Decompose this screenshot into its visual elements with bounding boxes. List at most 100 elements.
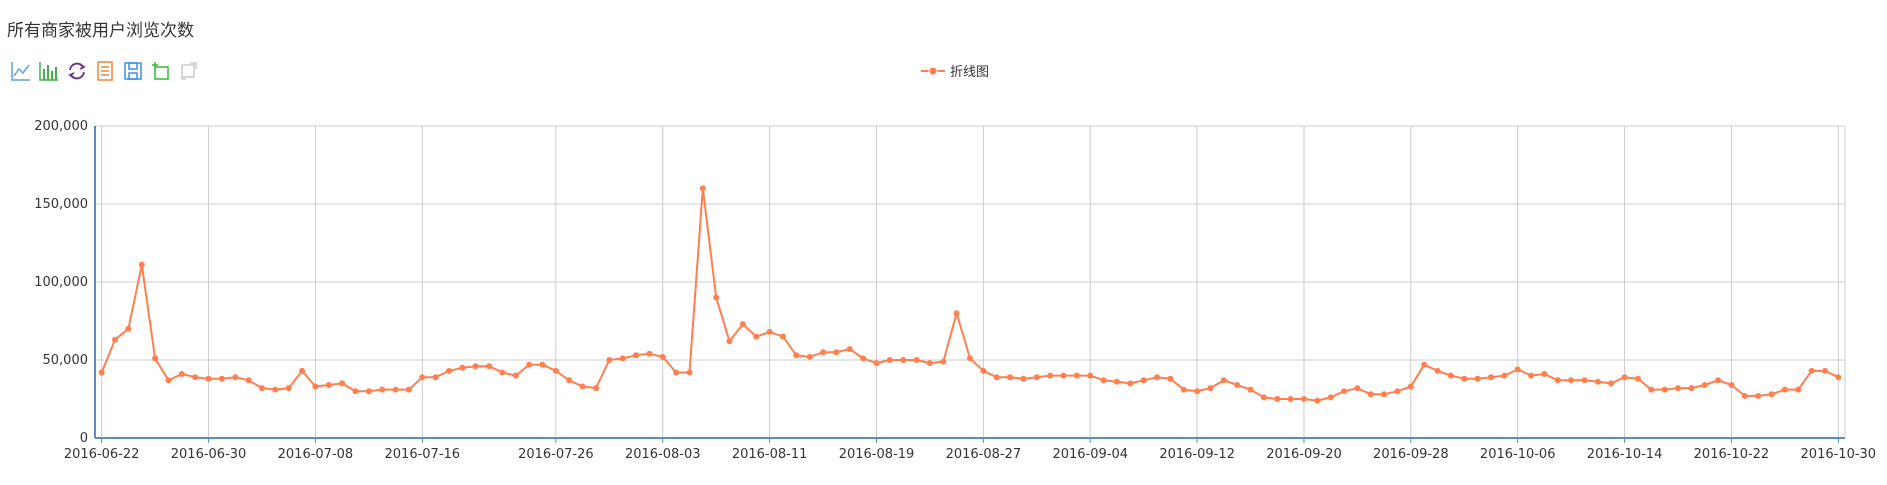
data-point xyxy=(312,383,319,390)
legend-item[interactable]: 折线图 xyxy=(920,61,989,80)
data-point xyxy=(499,369,506,376)
data-point xyxy=(1541,371,1548,377)
data-point xyxy=(806,353,813,360)
data-point xyxy=(365,388,372,395)
data-point xyxy=(1220,377,1227,384)
restore-icon[interactable] xyxy=(66,60,88,82)
data-point xyxy=(1447,372,1454,379)
data-point xyxy=(726,338,733,345)
data-point xyxy=(152,355,159,362)
data-point xyxy=(1528,372,1535,379)
x-tick-label: 2016-10-06 xyxy=(1480,447,1556,462)
x-tick-label: 2016-06-22 xyxy=(64,447,140,462)
x-tick-label: 2016-08-27 xyxy=(946,447,1022,462)
chart-title: 所有商家被用户浏览次数 xyxy=(7,21,194,41)
data-point xyxy=(766,328,773,335)
data-point xyxy=(699,185,706,192)
data-point xyxy=(1033,374,1040,381)
data-point xyxy=(1661,386,1668,393)
data-point xyxy=(352,388,359,395)
data-point xyxy=(1795,386,1802,393)
data-point xyxy=(1381,391,1388,398)
y-tick-label: 0 xyxy=(80,431,88,446)
data-point xyxy=(405,386,412,393)
data-point xyxy=(245,377,252,384)
data-point xyxy=(967,355,973,362)
data-point xyxy=(713,294,720,301)
data-point xyxy=(539,361,546,368)
data-point xyxy=(1835,374,1842,381)
data-point xyxy=(860,355,867,362)
x-tick-label: 2016-08-11 xyxy=(732,447,808,462)
y-tick-label: 200,000 xyxy=(34,119,88,134)
data-point xyxy=(1394,388,1401,395)
y-tick-label: 150,000 xyxy=(34,197,88,212)
line-chart-icon[interactable] xyxy=(10,60,32,82)
data-point xyxy=(1594,378,1601,385)
data-point xyxy=(900,357,907,363)
zoom-back-icon[interactable] xyxy=(178,60,200,82)
x-tick-label: 2016-09-20 xyxy=(1266,447,1342,462)
x-tick-label: 2016-09-28 xyxy=(1373,447,1449,462)
data-point xyxy=(1154,374,1160,381)
x-tick-label: 2016-07-08 xyxy=(278,447,354,462)
data-point xyxy=(820,349,827,356)
x-tick-label: 2016-07-26 xyxy=(518,447,594,462)
toolbox xyxy=(10,60,200,84)
data-point xyxy=(339,380,346,387)
data-point xyxy=(1741,392,1748,399)
data-point xyxy=(940,358,947,365)
data-point xyxy=(1127,380,1134,387)
data-point xyxy=(753,333,760,340)
x-tick-label: 2016-10-22 xyxy=(1694,447,1770,462)
data-point xyxy=(1648,386,1655,393)
data-point xyxy=(846,346,853,353)
data-point xyxy=(178,371,185,377)
zoom-in-icon[interactable] xyxy=(150,60,172,82)
data-point xyxy=(1260,394,1267,401)
data-point xyxy=(1554,377,1561,384)
data-point xyxy=(1020,375,1027,382)
data-point xyxy=(512,372,519,379)
data-point xyxy=(379,386,386,393)
data-point xyxy=(526,361,533,368)
data-point xyxy=(780,333,786,340)
data-point xyxy=(1488,374,1494,381)
x-tick-label: 2016-08-19 xyxy=(839,447,915,462)
save-image-icon[interactable] xyxy=(122,60,144,82)
data-point xyxy=(1688,385,1695,392)
data-point xyxy=(1808,367,1815,374)
data-point xyxy=(593,385,599,392)
data-point xyxy=(1514,366,1521,373)
data-point xyxy=(1822,367,1828,374)
data-point xyxy=(446,367,452,374)
data-point xyxy=(285,385,292,392)
bar-chart-icon[interactable] xyxy=(38,60,60,82)
data-point xyxy=(112,336,118,343)
data-point xyxy=(1461,375,1468,382)
data-point xyxy=(993,374,1000,381)
data-point xyxy=(1675,385,1681,392)
data-point xyxy=(1247,386,1254,393)
data-point xyxy=(205,375,212,382)
data-point xyxy=(1314,397,1321,404)
data-point xyxy=(953,310,960,317)
data-point xyxy=(138,261,145,268)
data-point xyxy=(659,353,666,360)
data-point xyxy=(1047,372,1054,379)
data-point xyxy=(1301,396,1307,402)
data-point xyxy=(299,367,306,374)
x-tick-label: 2016-06-30 xyxy=(171,447,247,462)
data-point xyxy=(459,364,466,371)
data-point xyxy=(1568,377,1575,384)
data-point xyxy=(325,382,332,388)
data-point xyxy=(259,385,265,392)
data-point xyxy=(1715,377,1722,384)
data-view-icon[interactable] xyxy=(94,60,116,82)
data-point xyxy=(1327,394,1334,401)
data-point xyxy=(1207,385,1214,392)
data-point xyxy=(913,357,920,363)
data-point xyxy=(472,363,479,370)
data-point xyxy=(1634,375,1641,382)
